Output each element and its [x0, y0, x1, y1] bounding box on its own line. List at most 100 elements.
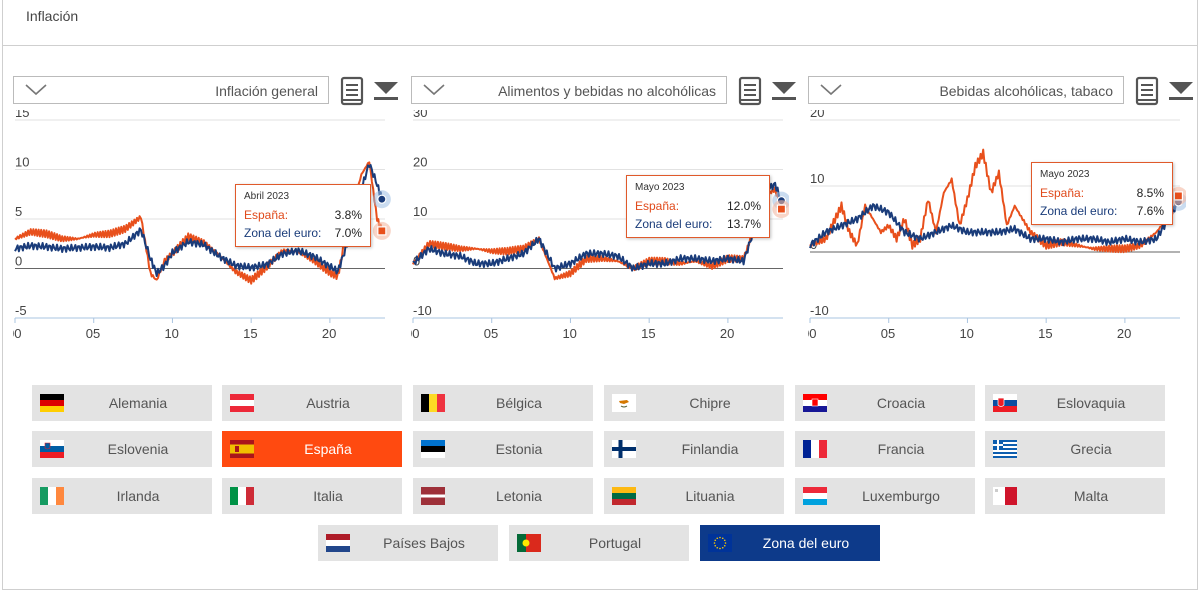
tooltip-value: 7.0%	[334, 226, 362, 240]
country-name: Estonia	[495, 441, 543, 457]
x-tick-label: 05	[484, 326, 498, 341]
flag-lv-icon	[421, 487, 445, 505]
category-dropdown[interactable]: Alimentos y bebidas no alcohólicas	[411, 76, 727, 104]
y-tick-label: 10	[15, 155, 29, 170]
country-name: Irlanda	[116, 488, 160, 504]
y-tick-label: -5	[15, 303, 27, 318]
y-tick-label: 10	[810, 171, 824, 186]
notes-book-icon[interactable]	[1135, 76, 1161, 111]
category-dropdown[interactable]: Bebidas alcohólicas, tabaco	[808, 76, 1124, 104]
y-tick-label: 10	[413, 204, 427, 219]
series-line-spain	[412, 186, 783, 281]
series-line-spain	[809, 148, 1180, 254]
x-tick-label: 15	[1038, 326, 1052, 341]
flag-de-icon	[40, 394, 64, 412]
flag-ie-icon	[40, 487, 64, 505]
country-button[interactable]: Italia	[222, 478, 402, 514]
country-button[interactable]: Eslovaquia	[985, 385, 1165, 421]
flag-fi-icon	[612, 440, 636, 458]
country-button[interactable]: Grecia	[985, 431, 1165, 467]
country-button[interactable]: Estonia	[413, 431, 593, 467]
country-name: Bélgica	[496, 395, 542, 411]
x-tick-label: 05	[86, 326, 100, 341]
tooltip-row: España: 8.5%	[1040, 186, 1164, 200]
country-button[interactable]: Irlanda	[32, 478, 212, 514]
flag-eu-icon	[708, 534, 732, 552]
y-tick-label: 5	[15, 204, 22, 219]
country-button[interactable]: Letonia	[413, 478, 593, 514]
data-point-spain[interactable]	[776, 204, 787, 214]
country-button[interactable]: Eslovenia	[32, 431, 212, 467]
y-tick-label: -10	[413, 303, 432, 318]
tooltip-row: Zona del euro: 13.7%	[635, 217, 761, 231]
download-icon[interactable]	[1168, 80, 1194, 107]
country-name: Luxemburgo	[862, 488, 940, 504]
tooltip-series-name: España:	[635, 199, 680, 213]
country-name: Chipre	[689, 395, 731, 411]
flag-at-icon	[230, 394, 254, 412]
chevron-down-icon	[423, 84, 445, 96]
download-icon[interactable]	[373, 80, 399, 107]
data-point-spain[interactable]	[1173, 191, 1184, 201]
tooltip-row: Zona del euro: 7.6%	[1040, 204, 1164, 218]
country-name: Francia	[877, 441, 925, 457]
country-button[interactable]: Lituania	[604, 478, 784, 514]
chart-tooltip: Mayo 2023 España: 12.0% Zona del euro: 13.7%	[626, 175, 770, 238]
flag-nl-icon	[326, 534, 350, 552]
tooltip-value: 13.7%	[726, 217, 761, 231]
flag-gr-icon	[993, 440, 1017, 458]
category-dropdown[interactable]: Inflación general	[13, 76, 329, 104]
chevron-down-icon	[820, 84, 842, 96]
y-tick-label: 30	[413, 110, 427, 120]
country-name: Finlandia	[681, 441, 739, 457]
country-button[interactable]: Bélgica	[413, 385, 593, 421]
country-button[interactable]: Croacia	[795, 385, 975, 421]
chart-panel-1: Inflación general 15 10 5 0 -5 00 05 10 15 20 Abril…	[13, 76, 401, 346]
country-button[interactable]: Países Bajos	[318, 525, 498, 561]
x-tick-label: 10	[562, 326, 576, 341]
flag-cy-icon	[612, 394, 636, 412]
download-icon[interactable]	[771, 80, 797, 107]
x-tick-label: 00	[808, 326, 816, 341]
data-point-euro[interactable]	[377, 194, 387, 204]
country-button[interactable]: Alemania	[32, 385, 212, 421]
country-button[interactable]: Portugal	[509, 525, 689, 561]
country-button[interactable]: Malta	[985, 478, 1165, 514]
country-name: Italia	[313, 488, 343, 504]
tooltip-value: 12.0%	[726, 199, 761, 213]
country-name: Portugal	[588, 535, 642, 551]
flag-fr-icon	[803, 440, 827, 458]
flag-mt-icon	[993, 487, 1017, 505]
x-tick-label: 10	[164, 326, 178, 341]
tooltip-value: 7.6%	[1136, 204, 1164, 218]
series-line-euro	[809, 201, 1180, 249]
country-button[interactable]: España	[222, 431, 402, 467]
country-button[interactable]: Luxemburgo	[795, 478, 975, 514]
chart-panel-3: Bebidas alcohólicas, tabaco20100-1000051…	[808, 76, 1196, 346]
notes-book-icon[interactable]	[340, 76, 366, 111]
country-name: Malta	[1073, 488, 1109, 504]
y-tick-label: 15	[15, 110, 29, 120]
country-name: Grecia	[1070, 441, 1112, 457]
country-button[interactable]: Austria	[222, 385, 402, 421]
line-chart: 15 10 5 0 -5 00 05 10 15 20	[13, 110, 391, 341]
country-name: Austria	[306, 395, 350, 411]
series-line-euro	[14, 164, 383, 277]
x-tick-label: 15	[243, 326, 257, 341]
tooltip-series-name: Zona del euro:	[1040, 204, 1118, 218]
x-tick-label: 10	[959, 326, 973, 341]
y-tick-label: 20	[413, 155, 427, 170]
country-button[interactable]: Francia	[795, 431, 975, 467]
notes-book-icon[interactable]	[738, 76, 764, 111]
country-button[interactable]: Finlandia	[604, 431, 784, 467]
country-button[interactable]: Chipre	[604, 385, 784, 421]
country-name: Lituania	[685, 488, 735, 504]
tooltip-row: España: 12.0%	[635, 199, 761, 213]
chart-tooltip: Mayo 2023 España: 8.5% Zona del euro: 7.6%	[1031, 162, 1173, 225]
x-tick-label: 20	[322, 326, 336, 341]
country-button[interactable]: Zona del euro	[700, 525, 880, 561]
data-point-spain[interactable]	[377, 226, 387, 236]
dropdown-label: Alimentos y bebidas no alcohólicas	[498, 83, 716, 99]
tooltip-series-name: España:	[1040, 186, 1085, 200]
